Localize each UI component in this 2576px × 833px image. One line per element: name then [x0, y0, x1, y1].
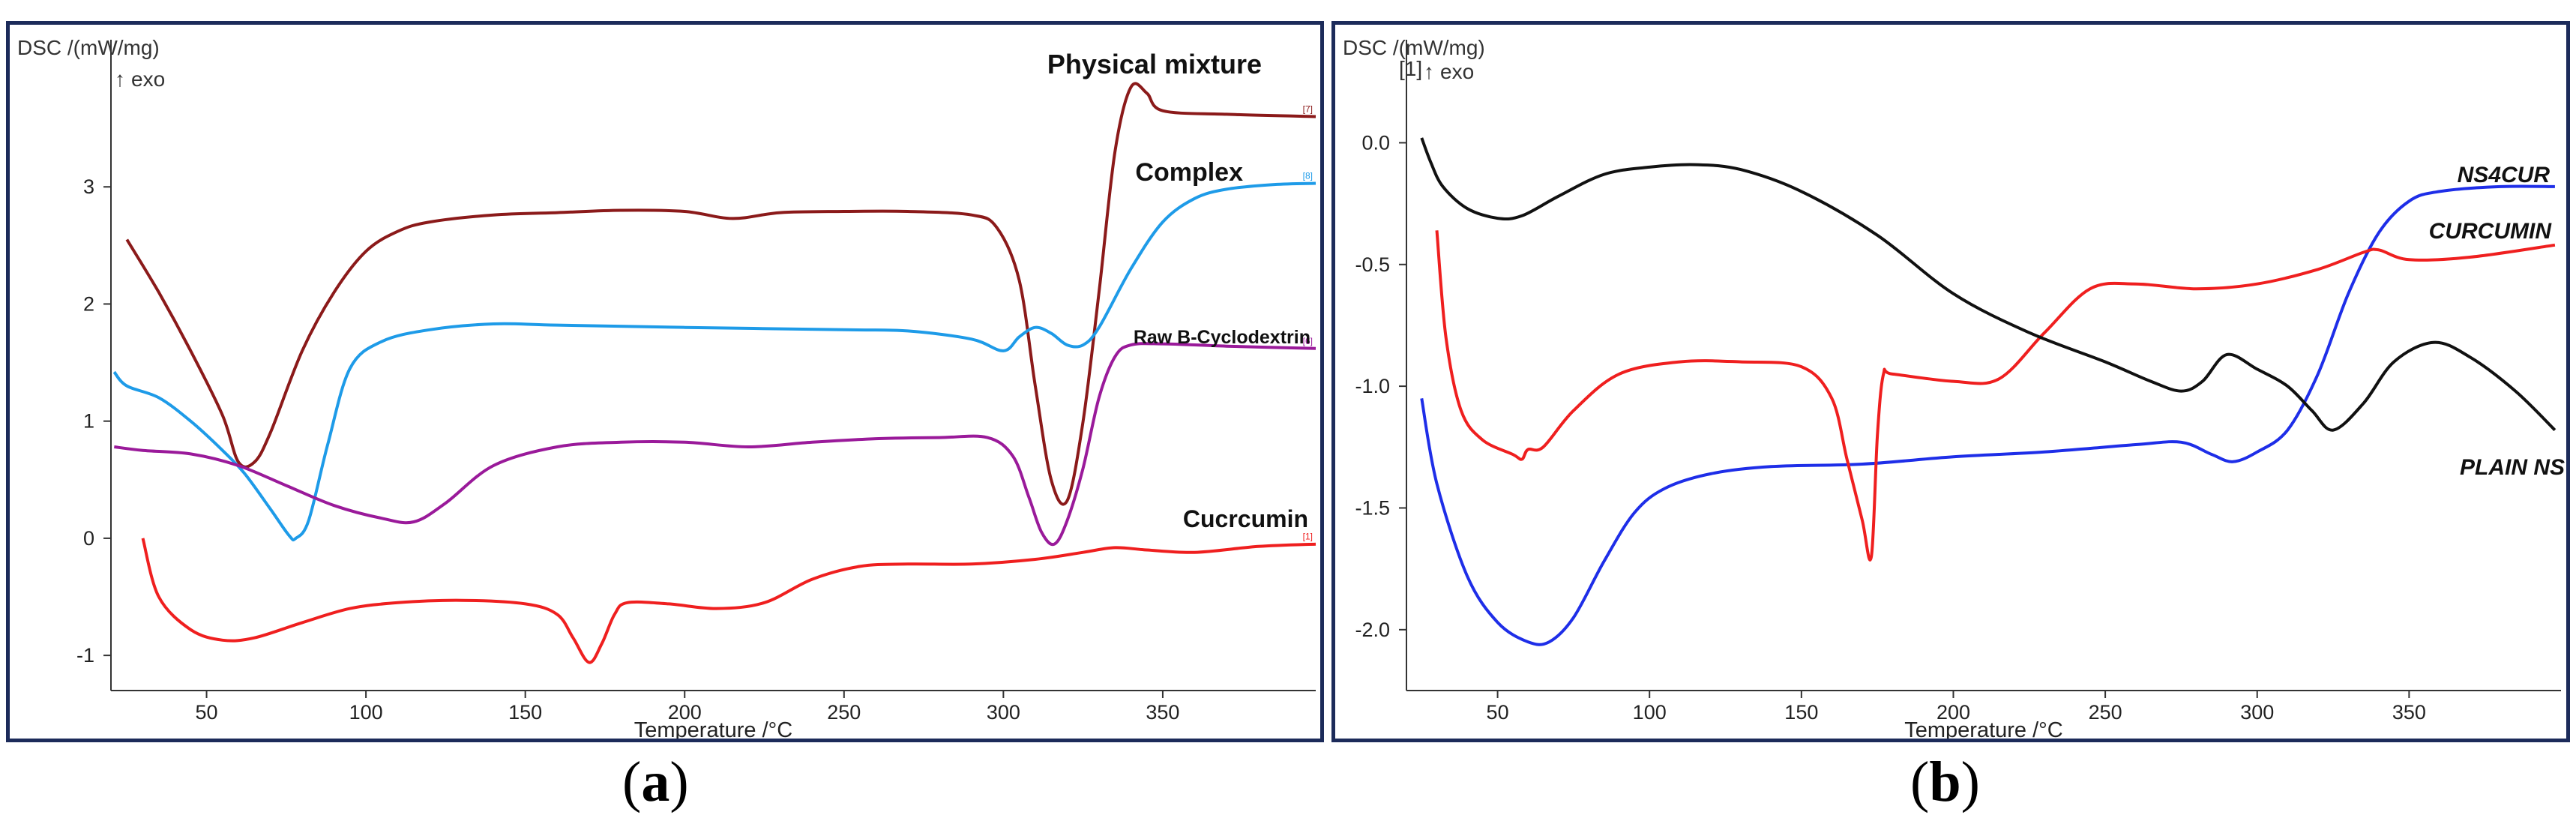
y-tick-label: 2 [83, 292, 94, 315]
y-tick-label: -0.5 [1355, 253, 1390, 276]
y-tick-label: -1.5 [1355, 496, 1390, 519]
x-tick-label: 250 [827, 701, 861, 724]
series-label-cucrcumin: Cucrcumin [1183, 505, 1308, 532]
series-label-curcumin: CURCUMIN [2429, 219, 2553, 244]
x-tick-label: 50 [1487, 701, 1509, 724]
series-line-plain-ns [1420, 137, 2557, 432]
caption-a: (a) [622, 751, 689, 814]
x-tick-label: 150 [1784, 701, 1818, 724]
series-line-curcumin [1435, 230, 2556, 562]
y-tick-label: -1 [76, 644, 94, 667]
series-line-physical-mixture [125, 82, 1316, 506]
y-tick-label: -2.0 [1355, 619, 1390, 641]
x-tick-label: 350 [1146, 701, 1179, 724]
x-tick-label: 350 [2392, 701, 2426, 724]
y-axis-title: DSC /(mW/mg) [17, 36, 160, 59]
series-label-raw-b-cyclodextrin: Raw B-Cyclodextrin [1134, 327, 1310, 348]
x-tick-label: 200 [668, 701, 702, 724]
x-tick-label: 100 [1633, 701, 1667, 724]
y-tick-label: -1.0 [1355, 375, 1390, 397]
y-tick-label: 0 [83, 527, 94, 550]
series-end-marker: [1] [1303, 532, 1313, 542]
x-tick-label: 150 [508, 701, 542, 724]
x-tick-label: 300 [2240, 701, 2274, 724]
series-label-ns4cur: NS4CUR [2458, 163, 2551, 187]
series-end-marker: [7] [1303, 103, 1313, 114]
series-line-complex [112, 181, 1316, 542]
chart-panel-b: DSC /(mW/mg) [1] ↑ exo 50 100 150 200 250 300 350 0… [1331, 21, 2570, 742]
chart-panel-a: DSC /(mW/mg) ↑ exo 50 100 150 200 250 300 350 -1 0 1… [6, 21, 1324, 742]
series-label-complex: Complex [1135, 158, 1243, 187]
y-axis-bracket: [1] [1399, 57, 1422, 80]
y-tick-label: 3 [83, 175, 94, 198]
caption-b: (b) [1910, 751, 1980, 814]
dsc-chart-a: DSC /(mW/mg) ↑ exo 50 100 150 200 250 300 350 -1 0 1… [17, 36, 1316, 739]
y-tick-label: 0.0 [1361, 131, 1390, 154]
series-line-raw-b-cyclodextrin [114, 342, 1316, 547]
series-label-plain-ns: PLAIN NS [2460, 455, 2565, 480]
series-end-marker: [8] [1303, 171, 1313, 181]
y-tick-label: 1 [83, 410, 94, 433]
series-line-cucrcumin [141, 538, 1316, 664]
y-axis-title: DSC /(mW/mg) [1343, 36, 1485, 59]
dsc-chart-b: DSC /(mW/mg)[1] ↑ exo 50 100 150 200 250 300 350 0… [1343, 36, 2565, 739]
x-tick-label: 200 [1936, 701, 1970, 724]
series-line-ns4cur [1420, 184, 2555, 646]
series-label-physical-mixture: Physical mixture [1047, 49, 1262, 79]
x-tick-label: 50 [196, 701, 218, 724]
exo-label: exo [1440, 60, 1474, 83]
series-end-marker: [6] [1303, 336, 1313, 346]
x-tick-label: 100 [349, 701, 383, 724]
x-tick-label: 250 [2089, 701, 2122, 724]
exo-arrow-icon: ↑ [115, 67, 125, 91]
exo-arrow-icon: ↑ [1424, 60, 1434, 83]
x-axis-title: Temperature /°C [1904, 718, 2062, 739]
x-axis-title: Temperature /°C [634, 718, 792, 739]
x-tick-label: 300 [987, 701, 1020, 724]
exo-label: exo [131, 67, 165, 91]
